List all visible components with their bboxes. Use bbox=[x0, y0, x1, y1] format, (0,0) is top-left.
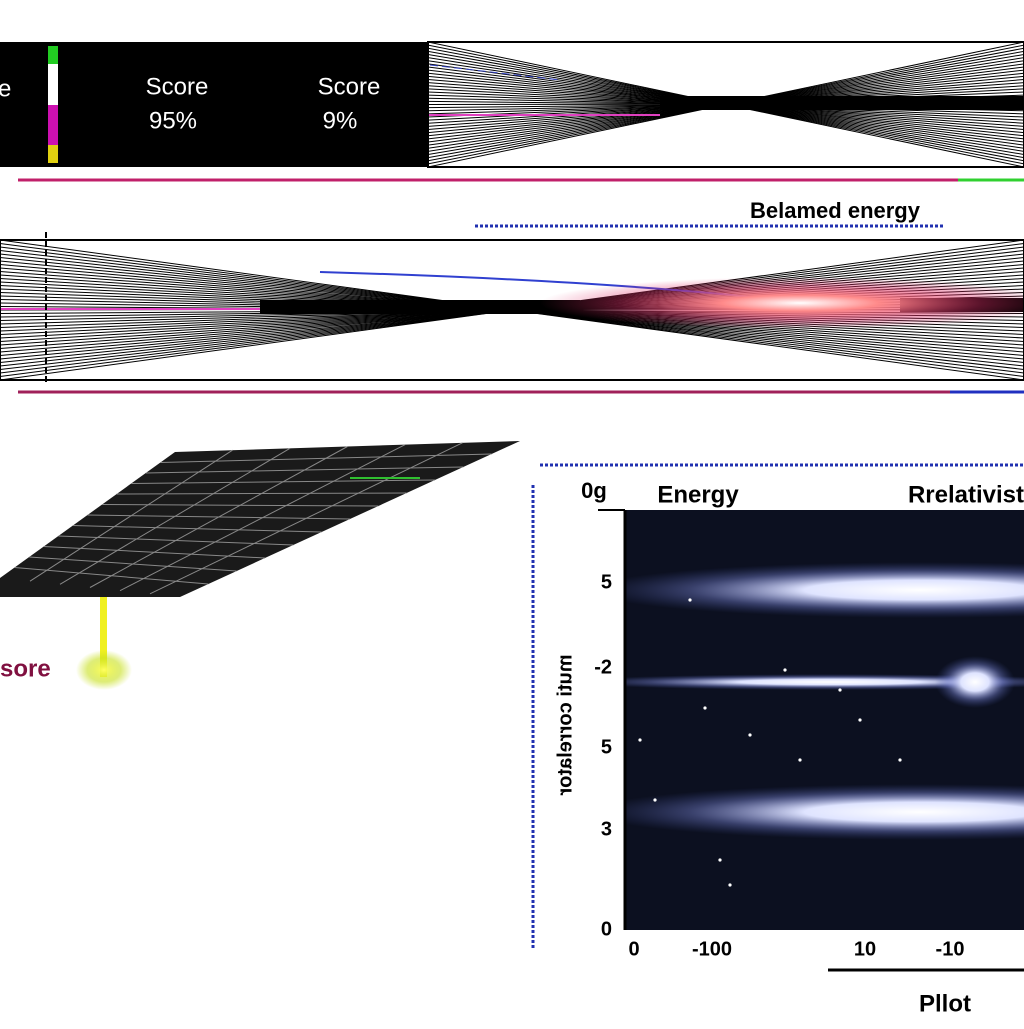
partial-label: e bbox=[0, 75, 11, 102]
x-label: -100 bbox=[692, 938, 732, 960]
score-label: Score bbox=[318, 73, 381, 100]
score-value: 95% bbox=[149, 107, 197, 134]
dense-core bbox=[260, 300, 580, 314]
star bbox=[638, 738, 641, 741]
y-axis-label: muti correlator bbox=[554, 654, 576, 795]
star bbox=[688, 598, 691, 601]
x-label: 10 bbox=[854, 938, 876, 960]
x-labels: 0 -100 10 -10 bbox=[628, 938, 964, 960]
plot-title: Rrelativist bbox=[908, 481, 1024, 508]
star bbox=[798, 758, 801, 761]
star bbox=[838, 688, 841, 691]
glow bbox=[935, 656, 1015, 708]
star bbox=[783, 668, 786, 671]
side-label: sore bbox=[0, 655, 51, 682]
score-panel bbox=[0, 42, 428, 167]
y-label: 5 bbox=[601, 571, 612, 593]
plot-title: Energy bbox=[657, 481, 739, 508]
strip bbox=[48, 46, 58, 64]
line-field bbox=[428, 42, 1024, 167]
y-label: 0 bbox=[601, 918, 612, 940]
score-value: 9% bbox=[323, 107, 358, 134]
star bbox=[653, 798, 656, 801]
star bbox=[703, 706, 706, 709]
x-label: 0 bbox=[628, 938, 639, 960]
strip bbox=[48, 145, 58, 163]
caption: Pllot bbox=[919, 990, 971, 1017]
y-labels: 5 -2 5 3 0 bbox=[594, 571, 612, 940]
y-label: 5 bbox=[601, 736, 612, 758]
y-label: 3 bbox=[601, 818, 612, 840]
strip bbox=[48, 105, 58, 145]
corner-label: 0g bbox=[581, 478, 607, 503]
glow bbox=[76, 650, 132, 690]
band-title: Belamed energy bbox=[750, 198, 921, 223]
star bbox=[748, 733, 751, 736]
star bbox=[898, 758, 901, 761]
star bbox=[728, 883, 731, 886]
strip bbox=[48, 64, 58, 105]
dense-core bbox=[660, 96, 1024, 110]
star bbox=[858, 718, 861, 721]
y-label: -2 bbox=[594, 656, 612, 678]
x-label: -10 bbox=[936, 938, 965, 960]
star bbox=[718, 858, 721, 861]
score-label: Score bbox=[146, 73, 209, 100]
